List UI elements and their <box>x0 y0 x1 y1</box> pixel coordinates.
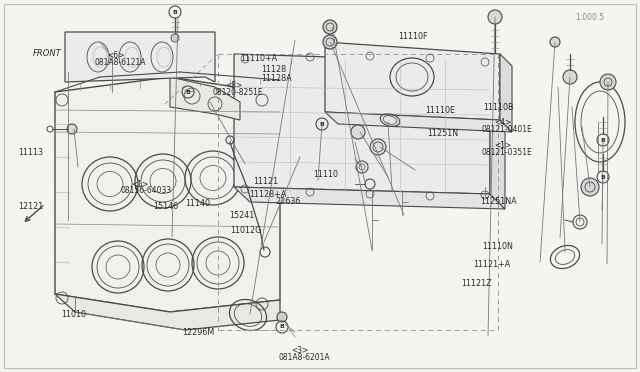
Polygon shape <box>65 32 215 82</box>
Text: 08120-8251E: 08120-8251E <box>212 88 263 97</box>
Polygon shape <box>234 187 505 209</box>
Polygon shape <box>55 77 280 312</box>
Text: 11121: 11121 <box>253 177 278 186</box>
Text: 11012G: 11012G <box>230 226 262 235</box>
Text: 22636: 22636 <box>275 198 300 206</box>
Circle shape <box>488 10 502 24</box>
Polygon shape <box>234 54 490 194</box>
Circle shape <box>67 124 77 134</box>
Text: 11110F: 11110F <box>398 32 428 41</box>
Text: 12121: 12121 <box>18 202 43 211</box>
Text: 11110B: 11110B <box>483 103 514 112</box>
Text: 11251N: 11251N <box>428 129 459 138</box>
Text: 1:000.5: 1:000.5 <box>575 13 605 22</box>
Text: 11110+A: 11110+A <box>240 54 277 63</box>
Text: 11128A: 11128A <box>261 74 292 83</box>
Text: 11128+A: 11128+A <box>250 190 287 199</box>
Text: <3>: <3> <box>291 346 308 355</box>
Text: 11251NA: 11251NA <box>480 197 516 206</box>
Text: 12296M: 12296M <box>182 328 214 337</box>
Text: FRONT: FRONT <box>33 49 62 58</box>
Text: 08156-64033: 08156-64033 <box>120 186 172 195</box>
Circle shape <box>323 20 337 34</box>
Circle shape <box>277 312 287 322</box>
Circle shape <box>323 35 337 49</box>
Text: 11113: 11113 <box>18 148 43 157</box>
Text: B: B <box>186 90 191 94</box>
Circle shape <box>370 139 386 155</box>
Text: B: B <box>600 138 605 142</box>
Circle shape <box>600 74 616 90</box>
Text: <1>: <1> <box>131 180 148 189</box>
Circle shape <box>563 70 577 84</box>
Text: 08121-0351E: 08121-0351E <box>482 148 532 157</box>
Text: 11140: 11140 <box>186 199 211 208</box>
Polygon shape <box>500 54 512 132</box>
Text: 15146: 15146 <box>154 202 179 211</box>
Text: B: B <box>173 10 177 15</box>
Text: 11121+A: 11121+A <box>474 260 511 269</box>
Circle shape <box>550 37 560 47</box>
Text: <6>: <6> <box>108 51 125 60</box>
Text: 11121Z: 11121Z <box>461 279 492 288</box>
Circle shape <box>351 125 365 139</box>
Text: 11110: 11110 <box>314 170 339 179</box>
Polygon shape <box>325 112 512 132</box>
Text: 081A8-6201A: 081A8-6201A <box>278 353 330 362</box>
Polygon shape <box>325 42 500 120</box>
Circle shape <box>581 178 599 196</box>
Text: B: B <box>280 324 284 330</box>
Polygon shape <box>170 77 240 120</box>
Text: B: B <box>600 174 605 180</box>
Text: 081A8-6121A: 081A8-6121A <box>95 58 146 67</box>
Text: 11110E: 11110E <box>426 106 456 115</box>
Text: 11110N: 11110N <box>482 242 513 251</box>
Text: 11010: 11010 <box>61 310 86 319</box>
Text: <8>: <8> <box>225 81 243 90</box>
Text: 15241: 15241 <box>229 211 254 220</box>
Polygon shape <box>55 294 280 330</box>
Text: B: B <box>319 122 324 126</box>
Polygon shape <box>490 62 505 209</box>
Circle shape <box>171 34 179 42</box>
Text: 11128: 11128 <box>261 65 286 74</box>
Text: <1>: <1> <box>495 141 512 150</box>
Text: 08121-0401E: 08121-0401E <box>482 125 532 134</box>
Text: <4>: <4> <box>495 118 512 127</box>
